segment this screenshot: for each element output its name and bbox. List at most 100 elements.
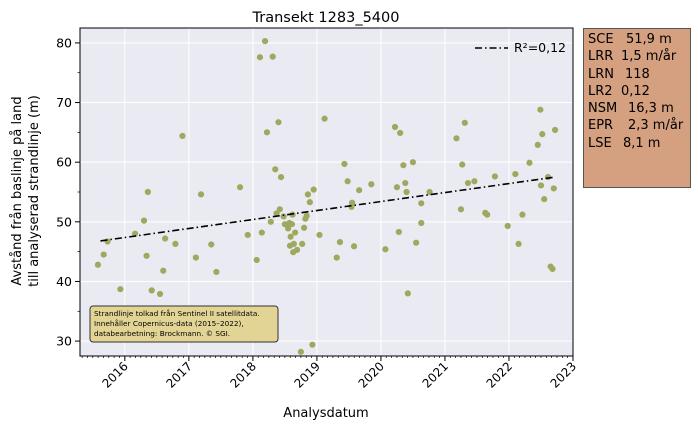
data-point	[484, 211, 491, 218]
data-point	[356, 187, 363, 194]
data-points	[94, 38, 559, 355]
stat-row-lr2: LR2 0,12	[588, 83, 686, 100]
y-axis-label-line-2: till analyserad strandlinje (m)	[27, 95, 42, 287]
stat-value: 8,1 m	[623, 135, 661, 151]
data-point	[156, 290, 164, 298]
x-tick-label: 2016	[99, 359, 130, 390]
data-point	[321, 115, 328, 122]
data-point	[288, 221, 296, 228]
data-point	[179, 132, 186, 140]
data-point	[333, 254, 340, 261]
x-tick-label: 2018	[227, 359, 258, 390]
data-point	[94, 261, 102, 268]
data-point	[537, 106, 544, 113]
trend-line	[100, 176, 556, 242]
data-point	[391, 123, 399, 131]
x-tick-label: 2023	[548, 359, 579, 390]
data-point	[299, 240, 306, 247]
data-point	[258, 229, 265, 236]
stat-row-lse: LSE 8,1 m	[588, 135, 686, 152]
data-point	[397, 129, 404, 137]
y-axis-label-line-1: Avstånd från baslinje på land	[10, 96, 25, 285]
data-point	[131, 230, 139, 237]
data-point	[256, 54, 264, 61]
data-point	[140, 217, 148, 224]
data-point	[459, 161, 466, 168]
data-point	[471, 178, 478, 185]
data-point	[309, 341, 316, 348]
stat-value: 118	[625, 66, 650, 82]
data-point	[418, 219, 425, 227]
x-tick-label: 2020	[356, 359, 387, 390]
data-point	[192, 254, 199, 261]
plot-area	[80, 28, 573, 356]
y-tick-label: 50	[56, 214, 72, 229]
x-tick-label: 2021	[420, 359, 451, 390]
data-point	[263, 129, 271, 136]
data-point	[403, 188, 410, 196]
stat-row-nsm: NSM 16,3 m	[588, 100, 686, 117]
statistics-box: SCE 51,9 m LRR 1,5 m/år LRN 118 LR2 0,12 NSM…	[583, 28, 691, 188]
data-point	[457, 206, 465, 213]
data-point	[208, 241, 215, 248]
data-point	[272, 166, 279, 173]
data-point	[213, 268, 220, 276]
data-point	[117, 286, 124, 293]
stat-row-epr: EPR 2,3 m/år	[588, 117, 686, 134]
data-point	[491, 173, 498, 180]
data-point	[515, 240, 522, 247]
x-tick-label: 2017	[163, 359, 194, 390]
data-point	[336, 238, 344, 246]
attribution-line-2: Innehåller Copernicus-data (2015–2022),	[94, 319, 244, 328]
y-tick-label: 80	[56, 35, 72, 50]
attribution-box	[89, 305, 279, 343]
attribution-line-1: Strandlinje tolkad från Sentinel II sate…	[94, 309, 260, 318]
data-point	[290, 240, 297, 247]
data-point	[303, 212, 310, 219]
data-point	[395, 228, 402, 236]
x-tick-label: 2022	[484, 359, 515, 390]
data-point	[104, 238, 111, 245]
data-point	[539, 131, 546, 138]
attribution-line-3: databearbetning: Brockmann. © SGI.	[94, 329, 230, 338]
y-tick-label: 60	[56, 155, 72, 170]
data-point	[172, 240, 179, 247]
data-point	[236, 184, 244, 191]
trend-line-group	[100, 176, 556, 242]
data-point	[143, 252, 150, 259]
data-point	[504, 222, 511, 230]
data-point	[368, 181, 375, 188]
data-point	[144, 188, 151, 196]
data-point	[292, 229, 299, 236]
data-point	[306, 199, 313, 206]
y-tick-label: 70	[56, 95, 72, 110]
chart-title: Transekt 1283_5400	[252, 10, 400, 26]
data-point	[269, 53, 276, 60]
data-point	[267, 218, 274, 225]
data-point	[534, 141, 541, 148]
data-point	[276, 206, 283, 213]
data-point	[297, 348, 304, 355]
stat-value: 2,3 m/år	[628, 118, 684, 134]
data-point	[519, 211, 526, 218]
stat-value: 51,9 m	[626, 32, 672, 47]
data-point	[541, 196, 548, 203]
data-point	[284, 225, 292, 232]
data-point	[304, 191, 312, 198]
data-point	[464, 179, 472, 187]
data-point	[537, 182, 545, 189]
stat-key: NSM	[588, 101, 618, 117]
data-point	[160, 267, 167, 274]
data-point	[551, 126, 559, 134]
stat-key: EPR	[588, 118, 614, 134]
data-point	[344, 178, 351, 185]
stat-row-lrn: LRN 118	[588, 66, 686, 83]
x-tick-label: 2019	[292, 359, 323, 390]
data-point	[409, 159, 417, 166]
data-point	[261, 38, 269, 45]
data-point	[404, 290, 411, 297]
stat-key: LSE	[588, 135, 612, 151]
data-point	[461, 119, 468, 126]
